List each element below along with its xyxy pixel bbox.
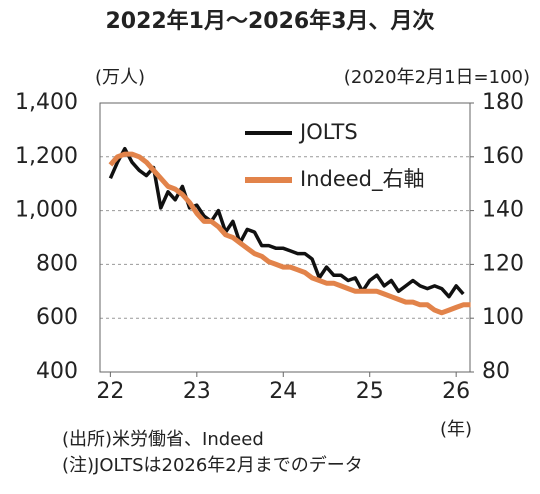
x-tick-label: 22 bbox=[96, 379, 124, 404]
y2-tick-label: 120 bbox=[482, 251, 524, 276]
y-tick-label: 1,200 bbox=[15, 144, 78, 169]
legend-label: JOLTS bbox=[298, 120, 358, 144]
y-tick-label: 1,000 bbox=[15, 198, 78, 223]
y2-tick-label: 180 bbox=[482, 90, 524, 115]
series-line bbox=[108, 151, 471, 316]
y2-tick-label: 140 bbox=[482, 198, 524, 223]
y-tick-label: 600 bbox=[36, 305, 78, 330]
x-tick-label: 25 bbox=[356, 379, 384, 404]
x-tick-label: 23 bbox=[183, 379, 211, 404]
legend-label: Indeed_右軸 bbox=[300, 167, 425, 192]
series-line bbox=[108, 146, 465, 299]
y2-tick-label: 100 bbox=[482, 305, 524, 330]
y-tick-label: 1,400 bbox=[15, 90, 78, 115]
x-axis-label: (年) bbox=[440, 419, 472, 440]
y2-tick-label: 80 bbox=[482, 359, 510, 384]
x-tick-label: 24 bbox=[269, 379, 297, 404]
chart-title: 2022年1月～2026年3月、月次 bbox=[105, 8, 434, 34]
note: (出所)米労働省、Indeed bbox=[62, 429, 264, 450]
x-tick-label: 26 bbox=[442, 379, 470, 404]
y2-axis-label: (2020年2月1日=100) bbox=[344, 67, 530, 88]
y2-tick-label: 160 bbox=[482, 144, 524, 169]
y-tick-label: 400 bbox=[36, 359, 78, 384]
note: (注)JOLTSは2026年2月までのデータ bbox=[62, 455, 363, 476]
plot-frame bbox=[99, 102, 471, 373]
y-tick-label: 800 bbox=[36, 251, 78, 276]
y-axis-label: (万人) bbox=[95, 67, 145, 88]
